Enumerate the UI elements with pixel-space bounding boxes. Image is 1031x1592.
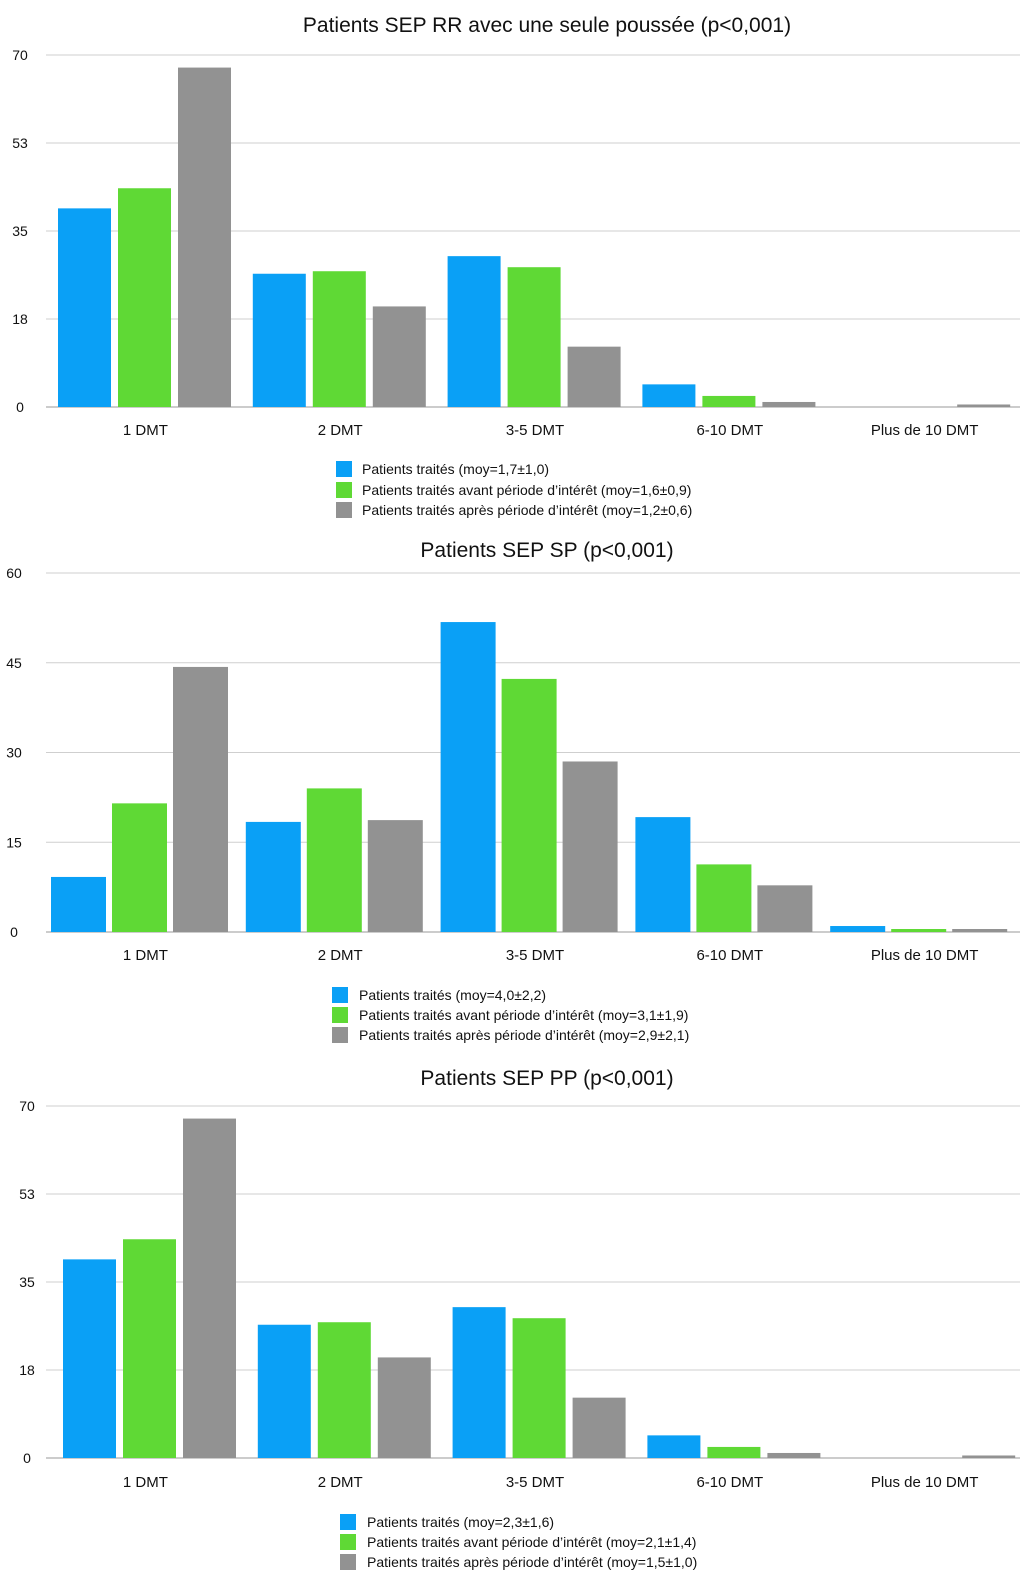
chart-2-bar <box>952 929 1008 932</box>
chart-1-y-tick-label: 18 <box>12 311 28 327</box>
chart-3-y-tick-label: 18 <box>19 1362 35 1378</box>
chart-1-bar <box>447 256 501 407</box>
chart-3-bar <box>257 1324 311 1458</box>
chart-3-bar <box>452 1307 506 1458</box>
chart-2-bar <box>306 788 362 932</box>
chart-1-legend-label: Patients traités après période d’intérêt… <box>362 502 692 518</box>
chart-3-y-tick-label: 70 <box>19 1098 35 1114</box>
chart-3-category-label: 1 DMT <box>123 1474 168 1491</box>
chart-3-bar <box>647 1435 701 1458</box>
chart-2-category-label: 6-10 DMT <box>696 947 763 964</box>
chart-2-bar <box>173 666 228 932</box>
chart-1-category-label: 1 DMT <box>123 422 168 439</box>
chart-1-category-label: 3-5 DMT <box>506 422 564 439</box>
chart-1-category-label: Plus de 10 DMT <box>871 422 979 439</box>
chart-2-bar <box>367 820 423 932</box>
chart-1-bar <box>762 401 816 407</box>
chart-3-legend-swatch <box>340 1514 356 1530</box>
chart-3-category-label: 2 DMT <box>318 1474 363 1491</box>
chart-3-y-tick-label: 35 <box>19 1274 35 1290</box>
chart-2-y-tick-label: 0 <box>10 924 18 940</box>
chart-2-category-label: 3-5 DMT <box>506 947 564 964</box>
chart-1-legend-label: Patients traités avant période d’intérêt… <box>362 482 691 498</box>
chart-3-y-tick-label: 0 <box>23 1450 31 1466</box>
chart-1-bar <box>372 306 426 407</box>
chart-2-y-tick-label: 30 <box>6 745 22 761</box>
chart-2-title: Patients SEP SP (p<0,001) <box>420 539 673 562</box>
chart-1-bar <box>702 395 756 407</box>
chart-1-bar <box>567 346 621 407</box>
chart-1-y-tick-label: 70 <box>12 47 28 63</box>
chart-3-category-label: 3-5 DMT <box>506 1474 564 1491</box>
chart-2-bar <box>501 678 557 932</box>
chart-1-bar <box>642 384 696 407</box>
chart-1-legend-swatch <box>336 502 352 518</box>
chart-1-title: Patients SEP RR avec une seule poussée (… <box>303 14 791 37</box>
chart-1-bar <box>58 208 111 407</box>
chart-1-bar <box>178 67 231 408</box>
chart-3-legend-swatch <box>340 1534 356 1550</box>
chart-1-bar <box>507 267 561 407</box>
chart-2-legend-swatch <box>332 987 348 1003</box>
chart-2-bar <box>112 803 167 932</box>
chart-3-bar <box>123 1239 176 1458</box>
chart-1-bar <box>252 273 306 407</box>
chart-2-y-tick-label: 45 <box>6 655 22 671</box>
chart-1-category-label: 2 DMT <box>318 422 363 439</box>
chart-1-legend-label: Patients traités (moy=1,7±1,0) <box>362 461 549 477</box>
chart-3-bar <box>962 1455 1016 1458</box>
chart-2-bar <box>635 817 691 932</box>
chart-2-legend-swatch <box>332 1007 348 1023</box>
chart-1-y-tick-label: 53 <box>12 135 28 151</box>
chart-1-category-label: 6-10 DMT <box>696 422 763 439</box>
chart-1-bar <box>957 404 1011 407</box>
chart-3-bar <box>512 1318 566 1458</box>
chart-2-bar <box>562 761 618 932</box>
chart-3-bar <box>317 1322 371 1458</box>
chart-2-bar <box>245 821 301 932</box>
chart-2-y-tick-label: 15 <box>6 834 22 850</box>
chart-1-y-tick-label: 0 <box>16 399 24 415</box>
chart-1-legend-swatch <box>336 461 352 477</box>
chart-2-bar <box>891 929 947 932</box>
chart-2-legend-label: Patients traités (moy=4,0±2,2) <box>359 987 546 1003</box>
chart-1-bar <box>118 188 171 407</box>
chart-3-legend-label: Patients traités après période d’intérêt… <box>367 1554 697 1570</box>
chart-3-category-label: Plus de 10 DMT <box>871 1474 979 1491</box>
chart-2-bar <box>51 876 106 932</box>
chart-3-bar <box>767 1452 821 1458</box>
chart-3-bar <box>377 1357 431 1458</box>
chart-3-bar <box>572 1397 626 1458</box>
chart-2-category-label: Plus de 10 DMT <box>871 947 979 964</box>
chart-2-bar <box>830 926 886 932</box>
chart-3-bar <box>183 1118 236 1458</box>
chart-2-legend-label: Patients traités avant période d’intérêt… <box>359 1007 688 1023</box>
chart-3-category-label: 6-10 DMT <box>696 1474 763 1491</box>
chart-3-y-tick-label: 53 <box>19 1186 35 1202</box>
chart-2-bar <box>757 885 813 932</box>
chart-1-bar <box>312 271 366 407</box>
chart-2-bar <box>696 864 752 932</box>
chart-2-legend-swatch <box>332 1027 348 1043</box>
chart-3-legend-label: Patients traités avant période d’intérêt… <box>367 1534 696 1550</box>
chart-3-bar <box>63 1259 116 1458</box>
chart-2-category-label: 1 DMT <box>123 947 168 964</box>
chart-2-legend-label: Patients traités après période d’intérêt… <box>359 1027 689 1043</box>
chart-3-bar <box>707 1446 761 1458</box>
chart-3-legend-label: Patients traités (moy=2,3±1,6) <box>367 1514 554 1530</box>
chart-2-category-label: 2 DMT <box>318 947 363 964</box>
chart-2-bar <box>440 622 496 932</box>
chart-1-y-tick-label: 35 <box>12 223 28 239</box>
chart-3-legend-swatch <box>340 1554 356 1570</box>
chart-1-legend-swatch <box>336 482 352 498</box>
chart-3-title: Patients SEP PP (p<0,001) <box>420 1067 673 1090</box>
chart-2-y-tick-label: 60 <box>6 565 22 581</box>
